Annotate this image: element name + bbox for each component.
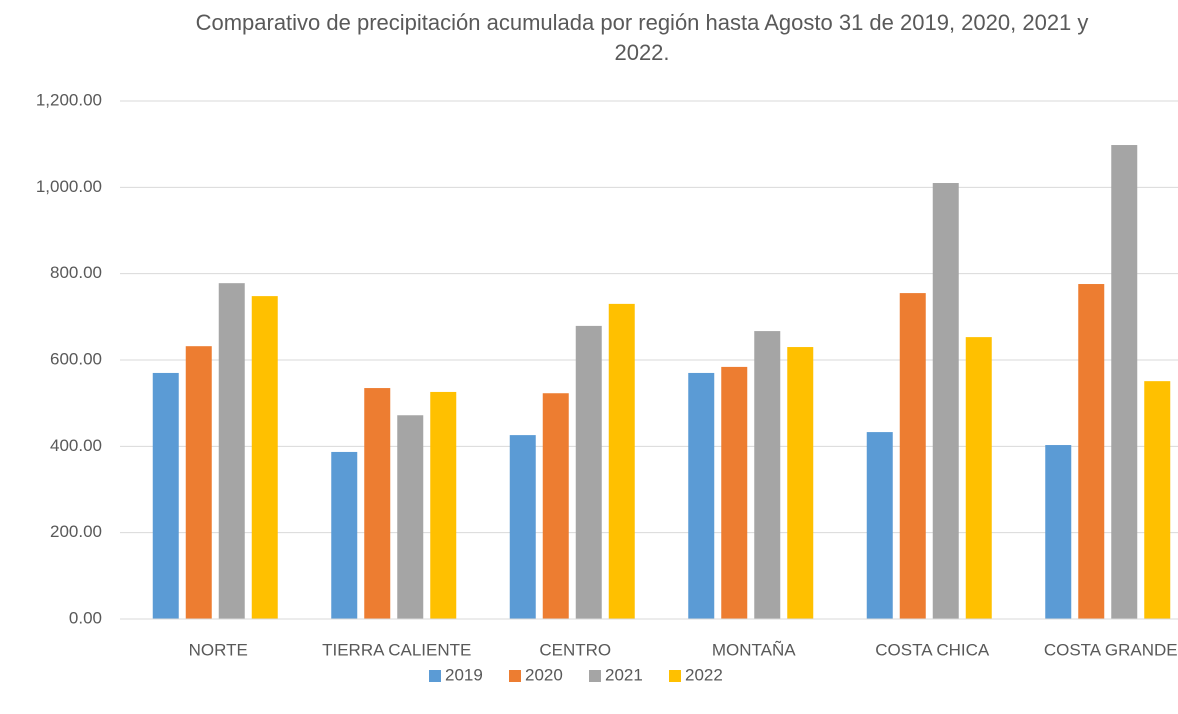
bar [218,283,245,619]
bar [787,347,814,619]
legend-swatch [429,670,441,682]
bar [721,366,748,619]
legend-swatch [669,670,681,682]
bar [542,393,569,619]
x-tick-label: TIERRA CALIENTE [322,640,471,659]
x-tick-label: CENTRO [539,640,611,659]
bar [608,303,635,619]
bar [866,432,893,619]
y-tick-label: 0.00 [69,608,102,627]
x-tick-label: NORTE [189,640,248,659]
legend-label: 2021 [605,665,643,684]
x-tick-label: COSTA GRANDE [1044,640,1178,659]
bar [1078,284,1105,619]
bar [688,372,715,619]
y-tick-label: 200.00 [50,522,102,541]
bar [965,337,992,619]
bar [397,415,424,619]
bar [899,293,926,619]
y-tick-label: 400.00 [50,436,102,455]
bar [251,296,278,619]
legend-swatch [589,670,601,682]
y-tick-label: 1,200.00 [36,90,102,109]
bar [575,325,602,619]
chart-title: Comparativo de precipitación acumulada p… [195,10,1089,65]
legend-label: 2022 [685,665,723,684]
bar [152,372,179,619]
bar [1144,381,1171,619]
bar [331,451,358,619]
bar [509,435,536,619]
bar [185,346,212,619]
legend-swatch [509,670,521,682]
x-tick-label: COSTA CHICA [875,640,990,659]
y-tick-label: 800.00 [50,263,102,282]
bar [932,183,959,619]
bar [754,331,781,619]
bar [1045,445,1072,619]
bar [364,388,391,619]
x-tick-label: MONTAÑA [712,640,796,659]
legend-label: 2019 [445,665,483,684]
y-tick-label: 600.00 [50,349,102,368]
legend-label: 2020 [525,665,563,684]
bar [430,391,457,619]
y-tick-label: 1,000.00 [36,177,102,196]
bar [1111,145,1138,619]
